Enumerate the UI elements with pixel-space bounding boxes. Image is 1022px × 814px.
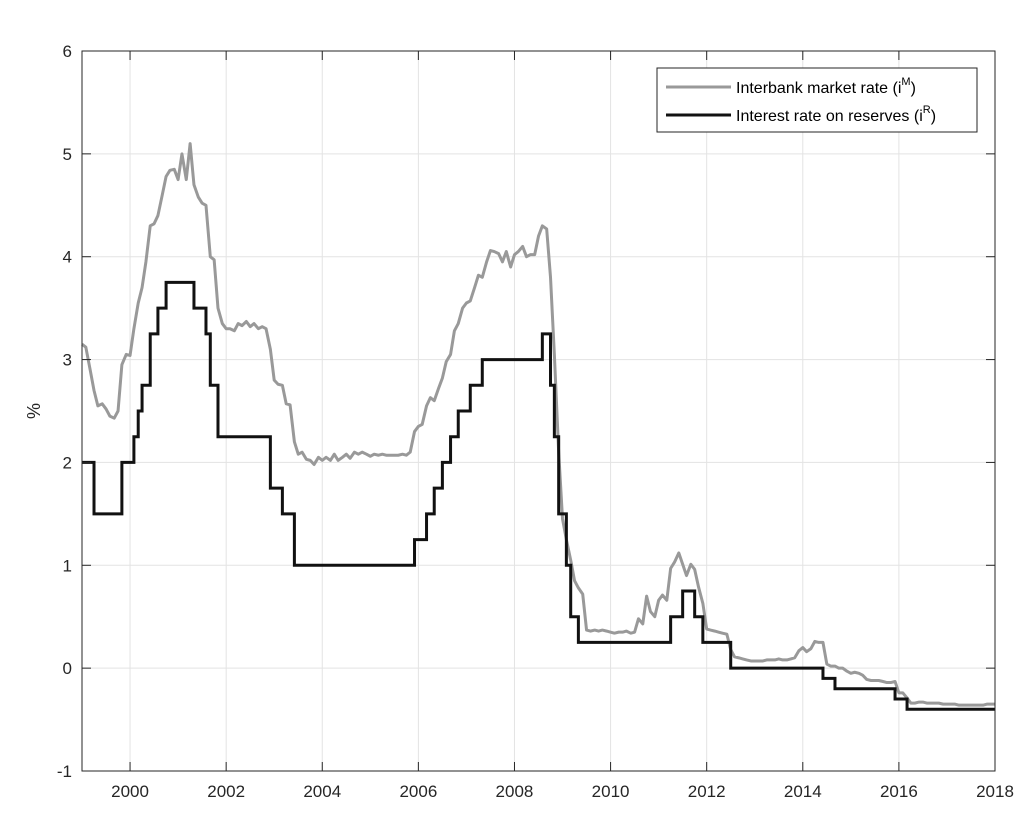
y-tick-label: 0 — [63, 659, 72, 678]
x-tick-label: 2014 — [784, 782, 822, 801]
plot-background — [82, 51, 995, 771]
plot-frame — [81, 50, 996, 772]
legend-label-reserves: Interest rate on reserves (iR) — [736, 104, 936, 125]
x-tick-label: 2006 — [399, 782, 437, 801]
x-tick-label: 2016 — [880, 782, 918, 801]
y-axis-label: % — [24, 403, 44, 419]
y-tick-label: 6 — [63, 42, 72, 61]
series-layer — [81, 142, 995, 711]
x-tick-label: 2018 — [976, 782, 1014, 801]
y-axis-tick-labels: -1 0 1 2 3 4 5 6 — [57, 42, 72, 781]
y-tick-label: 3 — [63, 351, 72, 370]
legend: Interbank market rate (iM) Interest rate… — [656, 67, 978, 133]
x-tick-label: 2004 — [303, 782, 341, 801]
x-tick-label: 2012 — [688, 782, 726, 801]
x-tick-label: 2010 — [592, 782, 630, 801]
x-axis-tick-labels: 2000 2002 2004 2006 2008 2010 2012 2014 2016 2018 — [111, 782, 1014, 801]
y-tick-label: 5 — [63, 145, 72, 164]
series-line-reserves-rate — [82, 280, 995, 711]
legend-label-interbank: Interbank market rate (iM) — [736, 76, 916, 97]
y-tick-label: 2 — [63, 453, 72, 472]
y-tick-label: -1 — [57, 762, 72, 781]
legend-box — [656, 67, 978, 133]
x-tick-label: 2008 — [496, 782, 534, 801]
series-line-interbank-rate — [81, 142, 995, 707]
y-tick-label: 1 — [63, 556, 72, 575]
y-tick-label: 4 — [63, 248, 72, 267]
x-tick-label: 2000 — [111, 782, 149, 801]
axis-ticks — [82, 50, 996, 772]
x-tick-label: 2002 — [207, 782, 245, 801]
